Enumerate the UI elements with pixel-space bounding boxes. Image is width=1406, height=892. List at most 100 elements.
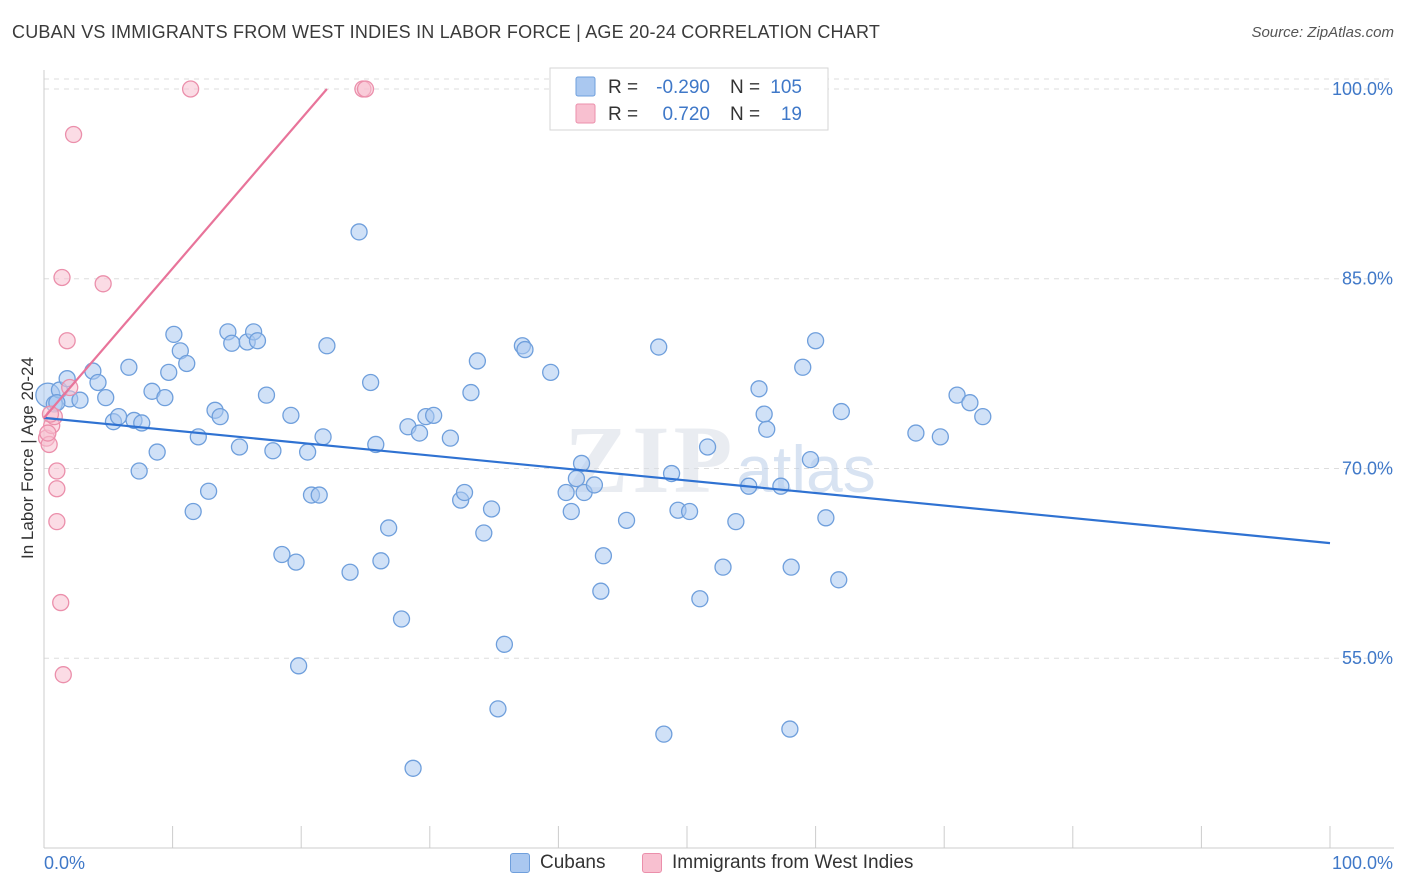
cubans-point xyxy=(931,428,949,446)
cubans-point xyxy=(948,386,966,404)
legend-r-value-west-indies: 0.720 xyxy=(662,104,710,125)
cubans-point xyxy=(109,407,128,426)
west-indies-point xyxy=(54,666,72,684)
cubans-point xyxy=(71,391,89,409)
cubans-point xyxy=(264,442,282,460)
legend-swatch-cubans xyxy=(575,76,596,97)
west-indies-point xyxy=(94,275,112,293)
west-indies-point xyxy=(52,593,70,612)
cubans-point xyxy=(495,635,514,653)
y-tick-labels: 55.0% 70.0% 85.0% 100.0% xyxy=(1332,79,1393,668)
cubans-point xyxy=(184,502,202,521)
watermark: ZIPatlas xyxy=(564,406,875,513)
cubans-point xyxy=(782,558,800,576)
cubans-point xyxy=(462,383,480,402)
cubans-point xyxy=(781,720,799,738)
cubans-point xyxy=(361,373,380,392)
cubans-point xyxy=(714,558,732,576)
x-tick-label: 0.0% xyxy=(44,853,85,873)
trend-lines xyxy=(43,88,1331,545)
stats-legend: R = -0.290 N = 105 R = 0.720 N = 19 xyxy=(549,67,829,131)
series-legend: Cubans Immigrants from West Indies xyxy=(0,850,1406,880)
cubans-point xyxy=(830,571,848,589)
cubans-point xyxy=(572,454,591,473)
cubans-point xyxy=(318,337,336,355)
y-tick-label: 70.0% xyxy=(1342,458,1393,478)
cubans-point xyxy=(350,223,368,241)
cubans-point xyxy=(961,394,979,412)
chart-title: CUBAN VS IMMIGRANTS FROM WEST INDIES IN … xyxy=(12,22,881,42)
cubans-point xyxy=(282,406,300,425)
cubans-trendline xyxy=(43,416,1331,545)
legend-swatch-cubans-bottom xyxy=(510,853,530,873)
cubans-point xyxy=(310,486,328,504)
cubans-point xyxy=(650,338,668,356)
cubans-point xyxy=(341,563,359,581)
west-indies-trendline xyxy=(43,88,328,419)
cubans-point xyxy=(289,657,308,675)
cubans-point xyxy=(489,700,507,718)
cubans-point xyxy=(907,424,925,442)
cubans-point xyxy=(178,354,196,373)
legend-r-label-cubans: R = xyxy=(608,77,638,98)
cubans-point xyxy=(557,483,575,502)
cubans-point xyxy=(691,590,709,608)
cubans-point xyxy=(223,334,241,352)
x-tick-label: 100.0% xyxy=(1332,853,1393,873)
cubans-point xyxy=(148,443,166,461)
source-label: Source: ZipAtlas.com xyxy=(1251,24,1394,41)
cubans-point xyxy=(130,462,148,480)
cubans-point xyxy=(562,502,580,521)
cubans-point xyxy=(314,428,332,446)
legend-swatch-west-indies xyxy=(575,103,596,124)
cubans-point xyxy=(441,429,460,447)
cubans-point xyxy=(542,363,560,381)
cubans-point xyxy=(273,545,291,564)
cubans-point xyxy=(475,524,493,542)
cubans-point xyxy=(468,352,487,370)
west-indies-point xyxy=(64,125,83,144)
west-indies-point xyxy=(58,332,76,350)
axes xyxy=(43,70,1394,849)
cubans-point xyxy=(832,402,850,421)
cubans-point xyxy=(655,725,673,743)
legend-r-label-west-indies: R = xyxy=(608,104,638,125)
west-indies-point xyxy=(53,268,71,287)
cubans-point xyxy=(199,482,218,500)
west-indies-point xyxy=(181,80,200,98)
cubans-point xyxy=(189,428,207,446)
cubans-point xyxy=(592,582,610,600)
cubans-point xyxy=(806,332,825,350)
cubans-point xyxy=(750,380,768,398)
cubans-point xyxy=(801,450,820,469)
cubans-point xyxy=(379,519,398,537)
y-tick-label: 100.0% xyxy=(1332,79,1393,99)
west-indies-point xyxy=(48,512,66,531)
y-tick-label: 55.0% xyxy=(1342,648,1393,668)
cubans-point xyxy=(617,511,636,530)
cubans-point xyxy=(425,406,443,425)
legend-n-label-west-indies: N = xyxy=(730,104,760,125)
cubans-point xyxy=(392,610,411,628)
cubans-point xyxy=(585,476,604,494)
cubans-point xyxy=(404,759,422,777)
legend-item-cubans[interactable]: Cubans xyxy=(510,852,606,874)
cubans-point xyxy=(758,420,776,438)
cubans-point xyxy=(410,424,429,442)
cubans-points xyxy=(35,223,992,777)
legend-r-value-cubans: -0.290 xyxy=(656,77,710,98)
cubans-point xyxy=(156,388,174,407)
cubans-point xyxy=(257,386,276,404)
legend-item-west-indies[interactable]: Immigrants from West Indies xyxy=(642,852,913,874)
legend-label-west-indies: Immigrants from West Indies xyxy=(672,852,914,873)
cubans-point xyxy=(160,363,178,381)
west-indies-point xyxy=(39,424,57,442)
cubans-point xyxy=(698,438,717,456)
cubans-point xyxy=(287,553,305,571)
legend-n-label-cubans: N = xyxy=(730,77,760,98)
cubans-point xyxy=(755,405,773,423)
cubans-point xyxy=(817,509,835,527)
cubans-point xyxy=(165,325,183,344)
cubans-point xyxy=(482,500,501,518)
